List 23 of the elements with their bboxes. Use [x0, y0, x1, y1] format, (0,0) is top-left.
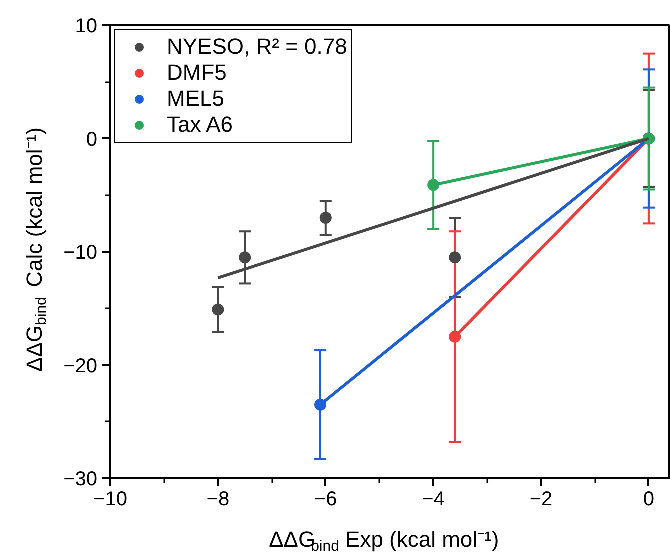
- point: [449, 252, 462, 264]
- x-tick-label: −8: [206, 488, 230, 510]
- point: [320, 212, 332, 224]
- legend-label: MEL5: [167, 86, 224, 112]
- point: [428, 179, 440, 192]
- point: [239, 252, 252, 264]
- point: [212, 304, 224, 316]
- y-tick-label: 10: [75, 16, 98, 38]
- y-tick-label: −30: [64, 468, 98, 490]
- y-tick-label: −20: [64, 355, 98, 378]
- point: [314, 398, 326, 411]
- x-tick-label: −6: [314, 488, 338, 510]
- point: [449, 330, 462, 343]
- legend-label: NYESO, R² = 0.78: [167, 34, 348, 60]
- x-tick-label: −4: [422, 488, 445, 510]
- y-tick-label: 0: [86, 128, 98, 151]
- y-axis-title: ΔΔGbind Calc (kcal mol⁻¹): [22, 128, 50, 372]
- x-tick-label: 0: [643, 488, 655, 510]
- legend-label: DMF5: [167, 60, 227, 86]
- x-tick-label: −2: [530, 488, 553, 510]
- legend-label: Tax A6: [167, 112, 234, 138]
- y-tick-label: −10: [64, 242, 98, 264]
- x-tick-label: −10: [94, 488, 128, 510]
